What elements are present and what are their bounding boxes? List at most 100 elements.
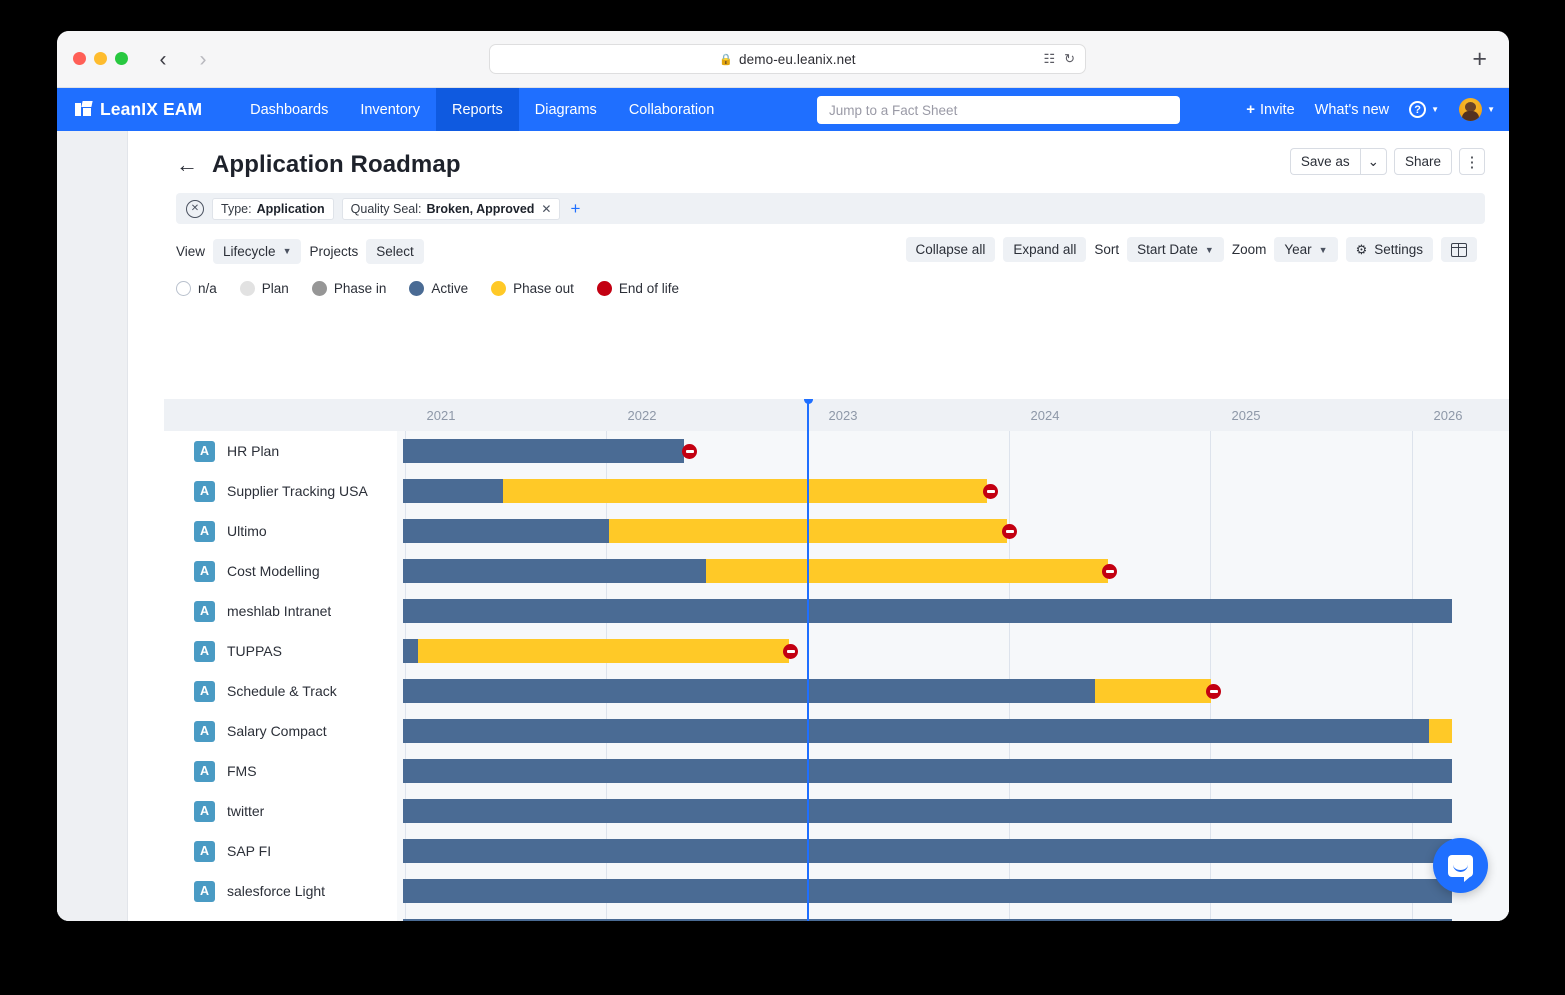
brand-logo-group[interactable]: LeanIX EAM <box>57 88 212 131</box>
gantt-row[interactable]: AOrgaplan Asia/Pacific <box>128 911 1509 921</box>
fact-sheet-row-label[interactable]: AOrgaplan Asia/Pacific <box>164 911 397 921</box>
nav-item-reports[interactable]: Reports <box>435 88 519 131</box>
fact-sheet-row-label[interactable]: A Ultimo <box>164 511 397 551</box>
gantt-row[interactable]: A Cost Modelling <box>128 551 1509 591</box>
fact-sheet-row-label[interactable]: A Schedule & Track <box>164 671 397 711</box>
fact-sheet-row-label[interactable]: A Supplier Tracking USA <box>164 471 397 511</box>
invite-button[interactable]: + Invite <box>1246 101 1294 118</box>
more-options-icon[interactable]: ⋮ <box>1459 148 1485 175</box>
fact-sheet-row-label[interactable]: A HR Plan <box>164 431 397 471</box>
user-menu-button[interactable]: ▼ <box>1459 98 1495 121</box>
nav-item-inventory[interactable]: Inventory <box>360 101 420 118</box>
settings-button[interactable]: ⚙ Settings <box>1345 237 1433 262</box>
collapse-all-button[interactable]: Collapse all <box>905 237 996 262</box>
lifecycle-segment-active[interactable] <box>403 599 1452 623</box>
lifecycle-segment-active[interactable] <box>403 519 609 543</box>
minimize-window-button[interactable] <box>94 52 107 65</box>
gridline <box>1009 471 1010 511</box>
gantt-row[interactable]: A SAP FI <box>128 831 1509 871</box>
chat-bubble-icon[interactable] <box>1433 838 1488 893</box>
lifecycle-segment-active[interactable] <box>403 679 1095 703</box>
arrow-left-icon[interactable]: ← <box>176 152 198 177</box>
save-as-button[interactable]: Save as <box>1289 148 1360 175</box>
view-select[interactable]: Lifecycle ▼ <box>213 238 302 264</box>
lifecycle-segment-phase-out[interactable] <box>503 479 987 503</box>
maximize-window-button[interactable] <box>115 52 128 65</box>
translate-icon[interactable]: ☷ <box>1043 51 1056 66</box>
fact-sheet-row-label[interactable]: A Salary Compact <box>164 711 397 751</box>
close-icon[interactable]: ✕ <box>541 201 552 216</box>
end-of-life-icon[interactable] <box>983 484 998 499</box>
application-badge-icon: A <box>194 480 215 502</box>
lifecycle-segment-active[interactable] <box>403 759 1452 783</box>
lifecycle-segment-active[interactable] <box>403 439 684 463</box>
gantt-row[interactable]: A TUPPAS <box>128 631 1509 671</box>
reload-icon[interactable]: ↻ <box>1064 51 1075 66</box>
lifecycle-segment-active[interactable] <box>403 799 1452 823</box>
legend-item-active[interactable]: Active <box>409 281 468 296</box>
end-of-life-icon[interactable] <box>682 444 697 459</box>
gantt-row[interactable]: A Schedule & Track <box>128 671 1509 711</box>
lifecycle-segment-phase-out[interactable] <box>706 559 1108 583</box>
save-as-dropdown-icon[interactable]: ⌄ <box>1359 148 1387 175</box>
lifecycle-segment-active[interactable] <box>403 719 1429 743</box>
lifecycle-segment-phase-out[interactable] <box>418 639 789 663</box>
legend-item-phase-out[interactable]: Phase out <box>491 281 574 296</box>
clear-filters-icon[interactable]: ✕ <box>186 199 204 218</box>
lifecycle-segment-active[interactable] <box>403 839 1452 863</box>
sort-select[interactable]: Start Date ▼ <box>1127 237 1224 262</box>
row-bars <box>128 551 1509 591</box>
whats-new-button[interactable]: What's new <box>1315 102 1390 118</box>
fact-sheet-row-label[interactable]: A TUPPAS <box>164 631 397 671</box>
table-view-button[interactable] <box>1441 237 1477 262</box>
nav-item-collaboration[interactable]: Collaboration <box>628 101 715 118</box>
zoom-select[interactable]: Year ▼ <box>1274 237 1338 262</box>
end-of-life-icon[interactable] <box>783 644 798 659</box>
gantt-row[interactable]: A HR Plan <box>128 431 1509 471</box>
lifecycle-segment-active[interactable] <box>403 479 503 503</box>
lifecycle-segment-phase-out[interactable] <box>1429 719 1452 743</box>
expand-all-button[interactable]: Expand all <box>1003 237 1087 262</box>
lifecycle-segment-active[interactable] <box>403 559 706 583</box>
gantt-row[interactable]: A Salary Compact <box>128 711 1509 751</box>
forward-icon[interactable]: › <box>199 47 207 71</box>
end-of-life-icon[interactable] <box>1002 524 1017 539</box>
fact-sheet-search-input[interactable]: Jump to a Fact Sheet <box>817 96 1180 124</box>
add-filter-icon[interactable]: + <box>570 199 581 218</box>
new-tab-icon[interactable]: + <box>1472 45 1487 73</box>
lifecycle-segment-active[interactable] <box>403 639 418 663</box>
row-bars <box>128 831 1509 871</box>
legend-item-end-of-life[interactable]: End of life <box>596 281 679 296</box>
back-icon[interactable]: ‹ <box>159 47 167 71</box>
filter-chip-quality-seal[interactable]: Quality Seal: Broken, Approved ✕ <box>341 197 561 220</box>
legend-item-phase-in[interactable]: Phase in <box>311 281 386 296</box>
browser-window: ‹ › 🔒 demo-eu.leanix.net ☷ ↻ + LeanIX EA… <box>57 31 1509 921</box>
end-of-life-icon[interactable] <box>1102 564 1117 579</box>
close-window-button[interactable] <box>73 52 86 65</box>
lifecycle-segment-phase-out[interactable] <box>1095 679 1211 703</box>
gantt-row[interactable]: A Supplier Tracking USA <box>128 471 1509 511</box>
legend-item-n-a[interactable]: n/a <box>176 281 217 296</box>
end-of-life-icon[interactable] <box>1206 684 1221 699</box>
projects-select-button[interactable]: Select <box>366 238 424 264</box>
lifecycle-segment-active[interactable] <box>403 879 1452 903</box>
fact-sheet-row-label[interactable]: A Cost Modelling <box>164 551 397 591</box>
gantt-row[interactable]: A FMS <box>128 751 1509 791</box>
filter-chip-type[interactable]: Type: Application <box>212 197 334 220</box>
legend-item-plan[interactable]: Plan <box>239 281 289 296</box>
help-menu-button[interactable]: ? ▼ <box>1409 101 1439 118</box>
address-bar[interactable]: 🔒 demo-eu.leanix.net ☷ ↻ <box>489 44 1086 74</box>
fact-sheet-row-label[interactable]: A FMS <box>164 751 397 791</box>
nav-item-diagrams[interactable]: Diagrams <box>534 101 597 118</box>
share-button[interactable]: Share <box>1393 148 1452 175</box>
gantt-row[interactable]: A Ultimo <box>128 511 1509 551</box>
lifecycle-segment-active[interactable] <box>403 919 1452 921</box>
nav-item-dashboards[interactable]: Dashboards <box>250 101 329 118</box>
fact-sheet-row-label[interactable]: A SAP FI <box>164 831 397 871</box>
